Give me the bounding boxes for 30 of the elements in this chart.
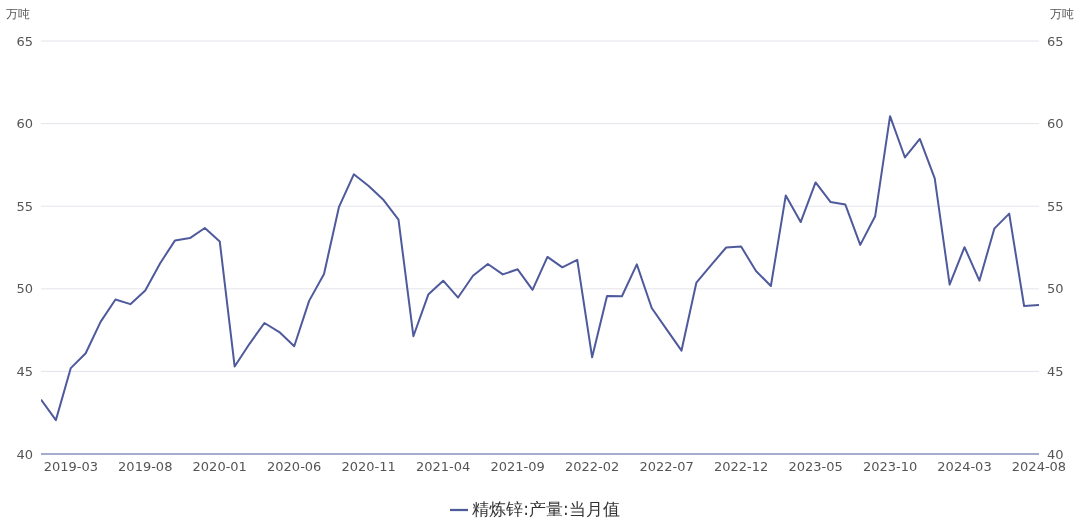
x-tick-label: 2022-12 xyxy=(713,459,769,475)
y2-tick-label: 60 xyxy=(1047,116,1064,132)
y2-tick-label: 45 xyxy=(1047,364,1064,380)
x-tick-label: 2023-05 xyxy=(788,459,843,475)
x-tick-label: 2024-03 xyxy=(937,459,992,475)
x-tick-label: 2019-03 xyxy=(43,459,98,475)
y2-tick-label: 40 xyxy=(1047,446,1064,462)
line-series xyxy=(41,115,1039,422)
y-tick-label: 65 xyxy=(16,33,33,49)
y-tick-label: 60 xyxy=(16,116,33,132)
y-tick-label: 50 xyxy=(16,281,33,297)
y-tick-label: 45 xyxy=(16,364,33,380)
x-tick-label: 2021-09 xyxy=(490,459,545,475)
y2-axis-title: 万吨 xyxy=(1050,6,1074,23)
y2-tick-label: 65 xyxy=(1047,33,1064,49)
x-tick-label: 2019-08 xyxy=(118,459,173,475)
x-tick-label: 2022-07 xyxy=(639,459,694,475)
y2-tick-label: 50 xyxy=(1047,281,1064,297)
y-tick-label: 55 xyxy=(16,198,33,214)
x-tick-label: 2020-06 xyxy=(267,459,322,475)
x-tick-label: 2023-10 xyxy=(862,459,918,475)
x-tick-label: 2024-08 xyxy=(1011,459,1067,475)
x-tick-label: 2021-04 xyxy=(416,459,471,475)
y-tick-label: 40 xyxy=(16,446,33,462)
y-axis-title: 万吨 xyxy=(6,6,30,23)
x-tick-label: 2020-11 xyxy=(341,459,396,475)
y2-tick-label: 55 xyxy=(1047,198,1064,214)
legend-label: 精炼锌:产量:当月值 xyxy=(472,499,620,519)
x-tick-label: 2022-02 xyxy=(564,459,620,475)
x-tick-label: 2020-01 xyxy=(192,459,247,475)
